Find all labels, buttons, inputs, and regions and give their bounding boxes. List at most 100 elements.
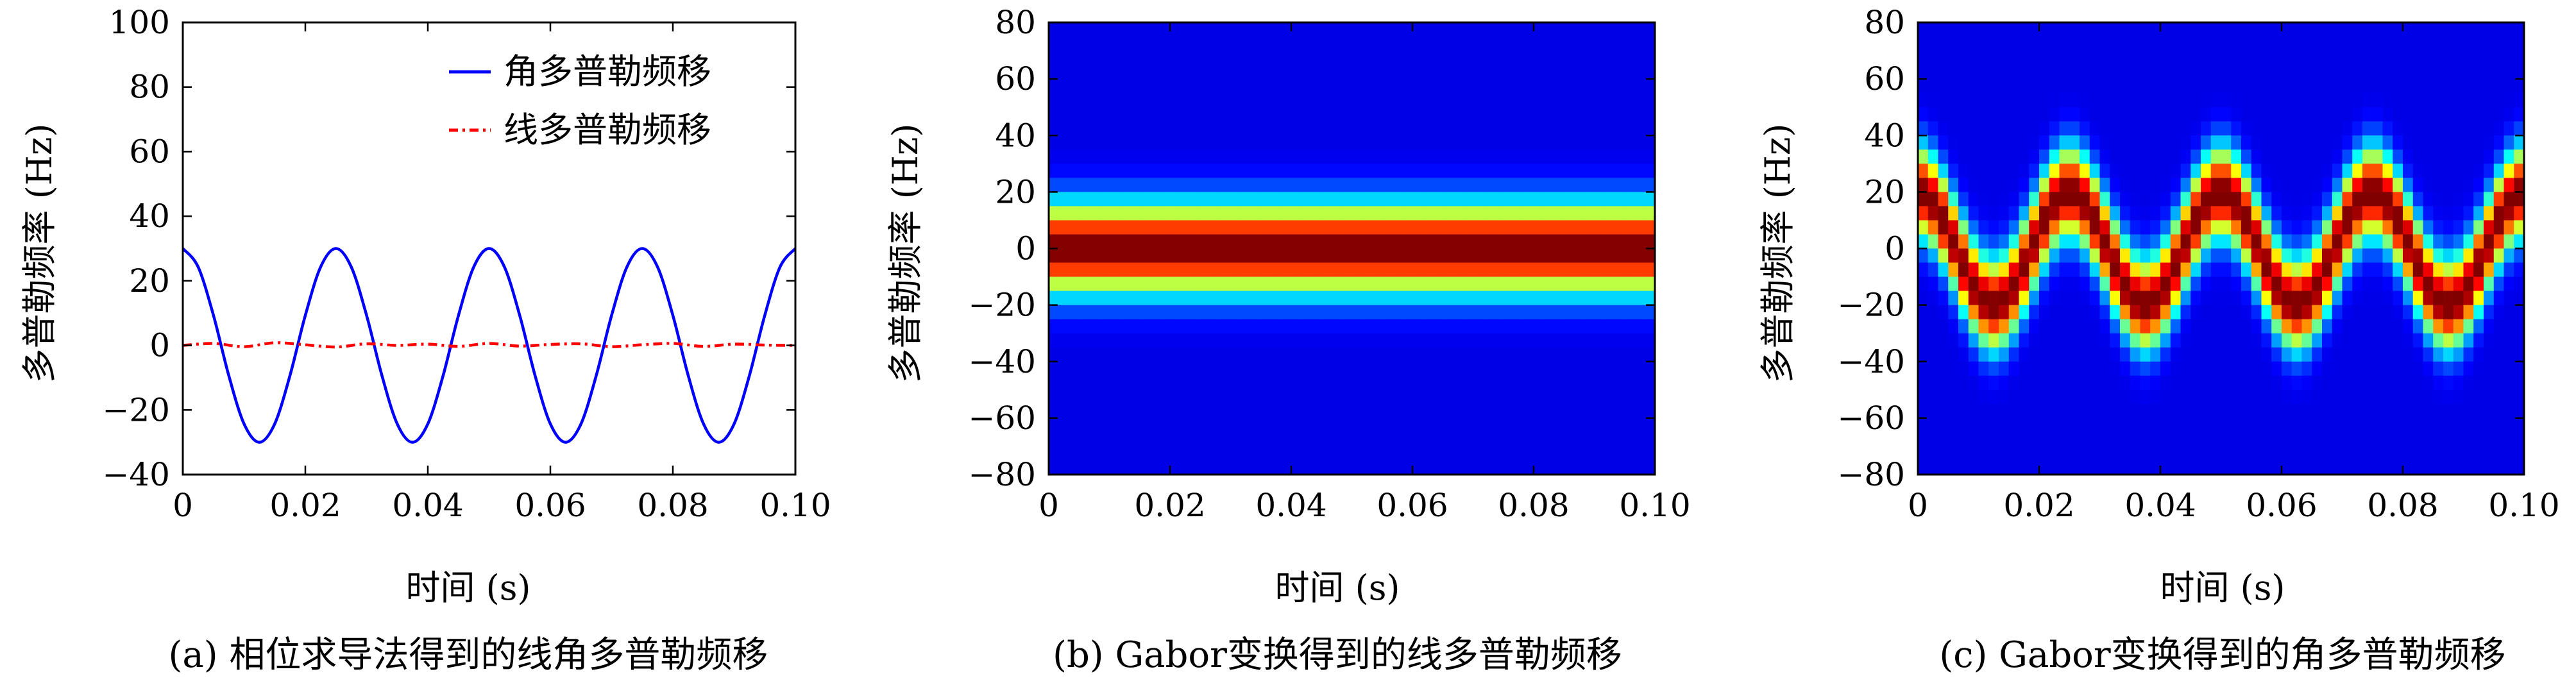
heatmap-cell [2241, 37, 2252, 51]
heatmap-cell [1402, 178, 1413, 193]
heatmap-cell [1988, 291, 1999, 306]
heatmap-cell [1928, 417, 1939, 433]
heatmap-cell [1190, 262, 1201, 278]
heatmap-cell [2352, 220, 2363, 235]
heatmap-cell [1402, 65, 1413, 80]
heatmap-cell [2433, 319, 2444, 334]
heatmap-cell [2352, 93, 2363, 108]
heatmap-cell [2160, 149, 2171, 165]
panel-c-ylabel: 多普勒频率 (Hz) [1758, 124, 1798, 384]
heatmap-cell [1058, 389, 1070, 405]
heatmap-cell [1180, 375, 1191, 391]
heatmap-cell [1523, 291, 1534, 306]
heatmap-cell [1301, 347, 1312, 362]
panel-a-ytick-label: 0 [149, 327, 170, 364]
heatmap-cell [2493, 65, 2505, 80]
heatmap-cell [2493, 121, 2505, 137]
heatmap-cell [2231, 37, 2242, 51]
heatmap-cell [1564, 206, 1575, 221]
heatmap-cell [1432, 291, 1444, 306]
heatmap-cell [2433, 446, 2444, 461]
heatmap-cell [1918, 375, 1929, 391]
heatmap-cell [1422, 446, 1434, 461]
heatmap-cell [1341, 164, 1353, 179]
heatmap-cell [1058, 135, 1070, 151]
heatmap-cell [2261, 22, 2273, 37]
heatmap-cell [1483, 37, 1494, 51]
heatmap-cell [1968, 262, 1979, 278]
heatmap-cell [1624, 305, 1636, 320]
heatmap-cell [2221, 305, 2232, 320]
heatmap-cell [1483, 403, 1494, 419]
heatmap-cell [1251, 135, 1262, 151]
heatmap-cell [1443, 37, 1453, 51]
heatmap-cell [2342, 37, 2353, 51]
heatmap-cell [2484, 51, 2495, 65]
heatmap-cell [1443, 234, 1453, 249]
heatmap-cell [2403, 389, 2414, 405]
heatmap-cell [2049, 178, 2060, 193]
heatmap-cell [1069, 375, 1080, 391]
heatmap-cell [2049, 192, 2060, 207]
heatmap-cell [1130, 37, 1140, 51]
heatmap-cell [1311, 135, 1323, 151]
heatmap-cell [1109, 206, 1121, 221]
heatmap-cell [1210, 206, 1221, 221]
heatmap-cell [2241, 206, 2252, 221]
heatmap-cell [1483, 79, 1494, 94]
heatmap-cell [2201, 22, 2212, 37]
heatmap-cell [2463, 206, 2475, 221]
heatmap-cell [2210, 65, 2222, 80]
heatmap-cell [2221, 375, 2232, 391]
heatmap-cell [2130, 220, 2141, 235]
heatmap-cell [2080, 149, 2090, 165]
heatmap-cell [2120, 51, 2131, 65]
heatmap-cell [1271, 192, 1282, 207]
heatmap-cell [1281, 375, 1292, 391]
heatmap-cell [2514, 319, 2525, 334]
heatmap-cell [2312, 389, 2323, 405]
heatmap-cell [1372, 460, 1383, 475]
heatmap-cell [2271, 248, 2282, 264]
heatmap-cell [1988, 417, 1999, 433]
heatmap-cell [1099, 305, 1110, 320]
heatmap-cell [2221, 164, 2232, 179]
heatmap-cell [1453, 403, 1464, 419]
heatmap-cell [1341, 446, 1353, 461]
heatmap-cell [1049, 417, 1060, 433]
heatmap-cell [1271, 361, 1282, 376]
heatmap-cell [2251, 333, 2262, 348]
heatmap-cell [2312, 206, 2323, 221]
heatmap-cell [1513, 375, 1525, 391]
heatmap-cell [2241, 305, 2252, 320]
heatmap-cell [2504, 107, 2515, 122]
heatmap-cell [2201, 375, 2212, 391]
heatmap-cell [1604, 375, 1615, 391]
heatmap-cell [2261, 432, 2273, 447]
heatmap-cell [1119, 149, 1130, 165]
heatmap-cell [1422, 417, 1434, 433]
heatmap-cell [1918, 403, 1929, 419]
heatmap-cell [1493, 262, 1504, 278]
heatmap-cell [1958, 262, 1969, 278]
heatmap-cell [2029, 403, 2040, 419]
heatmap-cell [2271, 51, 2282, 65]
heatmap-cell [2099, 460, 2111, 475]
heatmap-cell [1341, 220, 1353, 235]
heatmap-cell [2493, 276, 2505, 292]
heatmap-cell [1109, 37, 1121, 51]
heatmap-cell [2099, 22, 2111, 37]
heatmap-cell [2019, 262, 2030, 278]
heatmap-cell [2170, 93, 2182, 108]
heatmap-cell [2362, 333, 2373, 348]
heatmap-cell [1534, 51, 1545, 65]
heatmap-cell [2150, 93, 2161, 108]
heatmap-cell [1058, 192, 1070, 207]
heatmap-cell [2332, 417, 2343, 433]
heatmap-cell [1301, 65, 1312, 80]
heatmap-cell [1332, 149, 1343, 165]
heatmap-cell [1200, 121, 1211, 137]
heatmap-cell [1139, 432, 1151, 447]
heatmap-cell [2099, 417, 2111, 433]
heatmap-cell [1948, 51, 1959, 65]
